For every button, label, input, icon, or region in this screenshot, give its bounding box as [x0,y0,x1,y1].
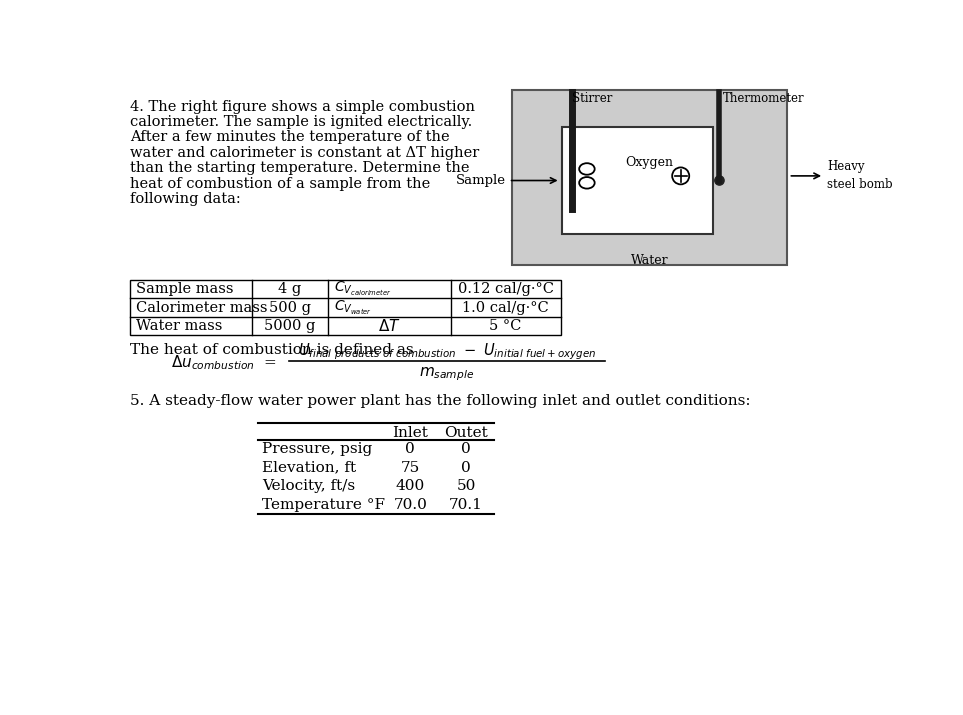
Text: Thermometer: Thermometer [723,92,805,105]
Text: calorimeter. The sample is ignited electrically.: calorimeter. The sample is ignited elect… [130,115,472,129]
Text: 50: 50 [456,479,476,493]
Text: 0: 0 [461,460,471,475]
Text: Calorimeter mass: Calorimeter mass [136,300,268,315]
Text: The heat of combustion is defined as: The heat of combustion is defined as [130,343,413,357]
Text: Water mass: Water mass [136,319,222,333]
Text: $\mathit{U}_{final\ products\ of\ combustion}\ -\ \mathit{U}_{initial\ fuel+oxyg: $\mathit{U}_{final\ products\ of\ combus… [298,341,596,362]
Text: 400: 400 [396,479,425,493]
Text: 4 g: 4 g [278,282,301,296]
Text: 5000 g: 5000 g [265,319,316,333]
Text: 70.0: 70.0 [393,498,428,512]
Text: $\mathit{m}_{sample}$: $\mathit{m}_{sample}$ [420,365,475,383]
Text: Sample mass: Sample mass [136,282,233,296]
Text: Heavy
steel bomb: Heavy steel bomb [827,160,893,192]
Text: following data:: following data: [130,192,241,206]
Text: Stirrer: Stirrer [572,92,612,105]
Text: 5. A steady-flow water power plant has the following inlet and outlet conditions: 5. A steady-flow water power plant has t… [130,394,750,408]
Text: than the starting temperature. Determine the: than the starting temperature. Determine… [130,162,469,175]
Text: $\Delta T$: $\Delta T$ [377,318,401,334]
Text: 70.1: 70.1 [449,498,483,512]
Text: 1.0 cal/g·°C: 1.0 cal/g·°C [462,300,549,315]
Text: $C_{V_{water}}$: $C_{V_{water}}$ [334,299,373,317]
Text: Water: Water [631,254,668,267]
Text: 4. The right figure shows a simple combustion: 4. The right figure shows a simple combu… [130,99,475,114]
Text: After a few minutes the temperature of the: After a few minutes the temperature of t… [130,130,450,144]
Text: water and calorimeter is constant at ΔT higher: water and calorimeter is constant at ΔT … [130,146,479,160]
Text: $C_{V_{calorimeter}}$: $C_{V_{calorimeter}}$ [334,280,392,298]
Bar [511,89,787,265]
Text: $\Delta u_{combustion}$  =: $\Delta u_{combustion}$ = [170,354,276,373]
Text: Oxygen: Oxygen [625,156,673,169]
Circle shape [715,176,724,185]
Text: Sample: Sample [455,174,506,187]
Text: 0.12 cal/g·°C: 0.12 cal/g·°C [457,282,554,296]
Text: 0: 0 [405,443,415,456]
Text: heat of combustion of a sample from the: heat of combustion of a sample from the [130,177,429,191]
Text: 5 °C: 5 °C [489,319,522,333]
Text: Pressure, psig: Pressure, psig [262,443,373,456]
Text: Inlet: Inlet [392,426,429,440]
Text: Velocity, ft/s: Velocity, ft/s [262,479,355,493]
Bar [130,280,560,335]
Bar [562,127,714,235]
Text: Temperature °F: Temperature °F [262,498,385,512]
Text: 0: 0 [461,443,471,456]
Text: Elevation, ft: Elevation, ft [262,460,356,475]
Text: 75: 75 [401,460,420,475]
Text: 500 g: 500 g [269,300,311,315]
Text: Outet: Outet [444,426,488,440]
